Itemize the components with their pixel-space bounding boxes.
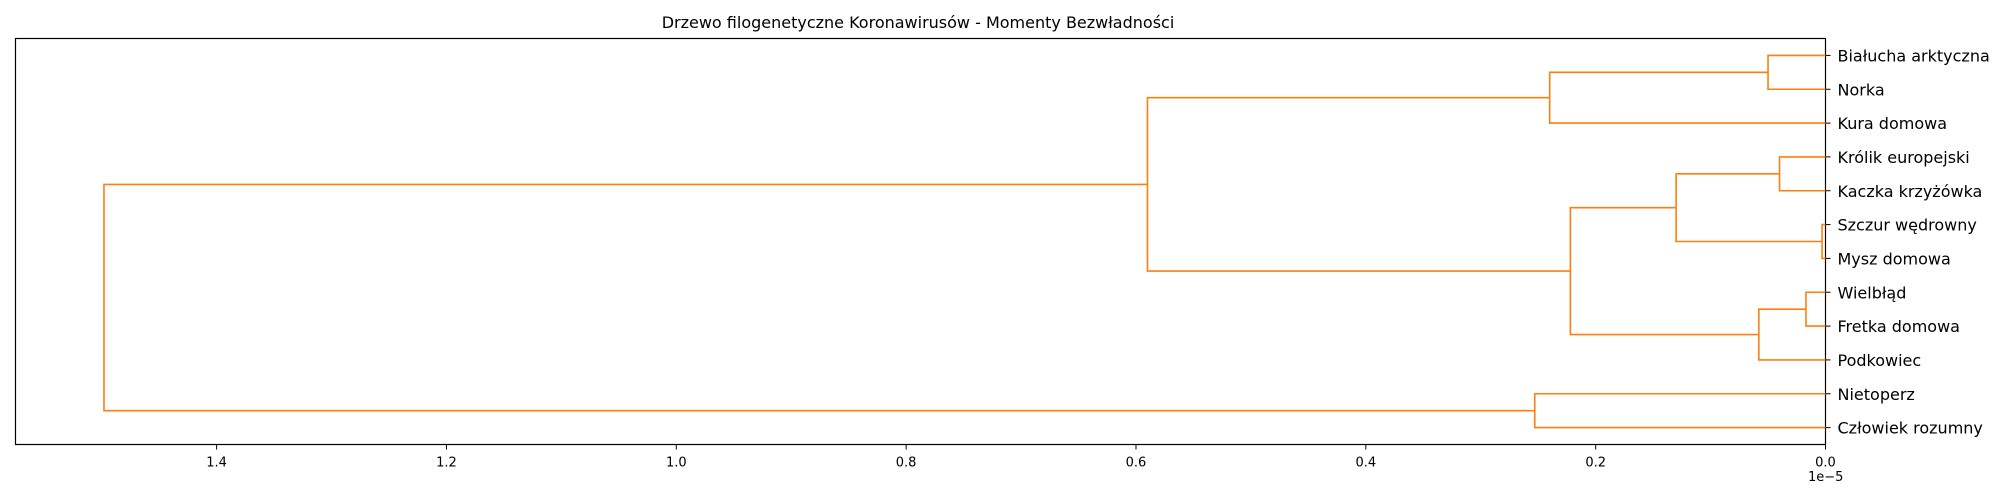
x-tick-label: 1.0 xyxy=(666,456,687,471)
leaf-label-bialucha-arktyczna: Białucha arktyczna xyxy=(1838,46,1990,65)
leaf-label-wielblad: Wielbłąd xyxy=(1838,283,1907,302)
leaf-label-kura-domowa: Kura domowa xyxy=(1838,114,1948,133)
leaf-label-norka: Norka xyxy=(1838,80,1885,99)
dendrogram-link-8 xyxy=(1146,96,1571,272)
leaf-label-szczur-wedrowny: Szczur wędrowny xyxy=(1838,216,1977,235)
dendrogram-link-3 xyxy=(1805,291,1826,327)
leaf-label-podkowiec: Podkowiec xyxy=(1838,351,1922,370)
x-tick-label: 1.4 xyxy=(206,456,227,471)
dendrogram-link-5 xyxy=(1675,173,1823,243)
leaf-label-kaczka-krzyzowka: Kaczka krzyżówka xyxy=(1838,182,1983,201)
dendrogram-link-7 xyxy=(1569,206,1759,336)
x-axis: 1.4 1.2 1.0 0.8 0.6 0.4 0.2 0.0 xyxy=(206,444,1836,471)
x-tick-label: 1.2 xyxy=(436,456,457,471)
x-tick-label: 0.8 xyxy=(896,456,917,471)
dendrogram-link-4 xyxy=(1548,71,1826,124)
leaf-label-krolik-europejski: Królik europejski xyxy=(1838,148,1970,167)
leaf-axis: Białucha arktyczna Norka Kura domowa Królik… xyxy=(1825,46,1990,438)
leaf-label-fretka-domowa: Fretka domowa xyxy=(1838,317,1960,336)
dendrogram-link-0 xyxy=(1767,54,1826,91)
leaf-label-nietoperz: Nietoperz xyxy=(1838,385,1915,404)
x-axis-offset-label: 1e−5 xyxy=(1808,470,1843,485)
dendrogram-links xyxy=(103,54,1826,429)
x-tick-label: 0.4 xyxy=(1355,456,1376,471)
chart-title: Drzewo filogenetyczne Koronawirusów - Mo… xyxy=(662,13,1175,32)
dendrogram-link-2 xyxy=(1778,156,1826,192)
dendrogram-link-6 xyxy=(1758,308,1826,361)
plot-frame xyxy=(14,37,1827,446)
x-tick-label: 0.2 xyxy=(1585,456,1606,471)
x-tick-label: 0.6 xyxy=(1126,456,1147,471)
dendrogram-link-9 xyxy=(1533,392,1826,429)
x-tick-label: 0.0 xyxy=(1815,456,1836,471)
leaf-label-mysz-domowa: Mysz domowa xyxy=(1838,249,1951,268)
leaf-label-czlowiek-rozumny: Człowiek rozumny xyxy=(1838,419,1983,438)
dendrogram-link-10 xyxy=(103,183,1535,412)
